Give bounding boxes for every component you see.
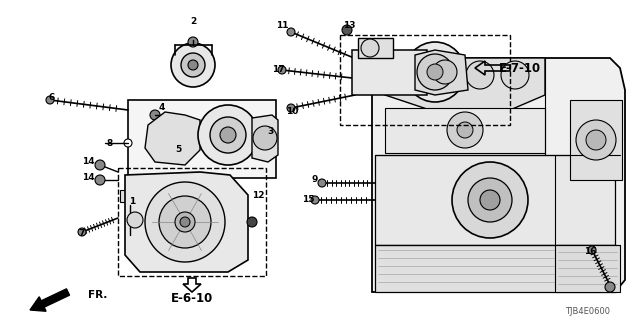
Circle shape bbox=[247, 217, 257, 227]
Text: 5: 5 bbox=[175, 146, 181, 155]
Circle shape bbox=[501, 61, 529, 89]
Polygon shape bbox=[125, 172, 248, 272]
Bar bbox=[120, 190, 145, 202]
Text: TJB4E0600: TJB4E0600 bbox=[565, 308, 610, 316]
Text: 13: 13 bbox=[343, 20, 355, 29]
Circle shape bbox=[210, 117, 246, 153]
Text: 12: 12 bbox=[252, 191, 264, 201]
Text: FR.: FR. bbox=[88, 290, 108, 300]
Circle shape bbox=[457, 122, 473, 138]
Bar bbox=[375, 155, 615, 245]
Bar bbox=[570, 100, 622, 180]
Polygon shape bbox=[415, 50, 468, 95]
Circle shape bbox=[175, 212, 195, 232]
Polygon shape bbox=[145, 112, 200, 165]
Text: E-7-10: E-7-10 bbox=[499, 61, 541, 75]
Circle shape bbox=[95, 175, 105, 185]
Text: 14: 14 bbox=[82, 157, 94, 166]
Circle shape bbox=[576, 120, 616, 160]
Circle shape bbox=[447, 112, 483, 148]
Text: 9: 9 bbox=[312, 175, 318, 185]
Circle shape bbox=[287, 28, 295, 36]
Text: 6: 6 bbox=[49, 93, 55, 102]
Circle shape bbox=[361, 39, 379, 57]
Text: 16: 16 bbox=[584, 247, 596, 257]
Circle shape bbox=[427, 64, 443, 80]
Polygon shape bbox=[372, 58, 625, 292]
Text: 8: 8 bbox=[107, 139, 113, 148]
Text: 4: 4 bbox=[159, 103, 165, 113]
Circle shape bbox=[342, 25, 352, 35]
Circle shape bbox=[180, 217, 190, 227]
Circle shape bbox=[318, 179, 326, 187]
Circle shape bbox=[46, 96, 54, 104]
Bar bbox=[375, 245, 615, 292]
Circle shape bbox=[78, 228, 86, 236]
Circle shape bbox=[311, 196, 319, 204]
Text: 11: 11 bbox=[276, 21, 288, 30]
Polygon shape bbox=[252, 115, 278, 162]
Bar bbox=[340, 35, 510, 125]
Circle shape bbox=[405, 42, 465, 102]
Circle shape bbox=[171, 43, 215, 87]
Circle shape bbox=[605, 282, 615, 292]
Circle shape bbox=[586, 130, 606, 150]
FancyArrow shape bbox=[30, 289, 70, 311]
Text: 17: 17 bbox=[272, 65, 284, 74]
Circle shape bbox=[188, 60, 198, 70]
Bar bbox=[358, 38, 393, 58]
Circle shape bbox=[468, 178, 512, 222]
Text: 14: 14 bbox=[82, 173, 94, 182]
Text: 2: 2 bbox=[190, 18, 196, 27]
Circle shape bbox=[253, 126, 277, 150]
Bar bbox=[118, 168, 266, 276]
Circle shape bbox=[278, 66, 286, 74]
Circle shape bbox=[127, 212, 143, 228]
Circle shape bbox=[188, 37, 198, 47]
Circle shape bbox=[466, 61, 494, 89]
Circle shape bbox=[480, 190, 500, 210]
Polygon shape bbox=[385, 58, 545, 110]
Circle shape bbox=[433, 60, 457, 84]
Text: 15: 15 bbox=[301, 196, 314, 204]
Circle shape bbox=[417, 54, 453, 90]
Text: 7: 7 bbox=[79, 229, 85, 238]
Circle shape bbox=[431, 61, 459, 89]
Bar bbox=[555, 245, 620, 292]
Bar bbox=[128, 100, 276, 178]
Circle shape bbox=[181, 53, 205, 77]
Circle shape bbox=[150, 110, 160, 120]
Text: 3: 3 bbox=[267, 127, 273, 137]
Circle shape bbox=[95, 160, 105, 170]
Bar bbox=[385, 108, 545, 153]
Circle shape bbox=[287, 104, 295, 112]
Circle shape bbox=[159, 196, 211, 248]
Circle shape bbox=[452, 162, 528, 238]
Circle shape bbox=[588, 246, 596, 254]
Circle shape bbox=[198, 105, 258, 165]
Text: 1: 1 bbox=[129, 197, 135, 206]
Circle shape bbox=[124, 139, 132, 147]
FancyArrow shape bbox=[183, 278, 201, 292]
Text: E-6-10: E-6-10 bbox=[171, 292, 213, 305]
Circle shape bbox=[396, 61, 424, 89]
Text: 10: 10 bbox=[286, 108, 298, 116]
Bar bbox=[352, 50, 427, 95]
Circle shape bbox=[220, 127, 236, 143]
Circle shape bbox=[145, 182, 225, 262]
